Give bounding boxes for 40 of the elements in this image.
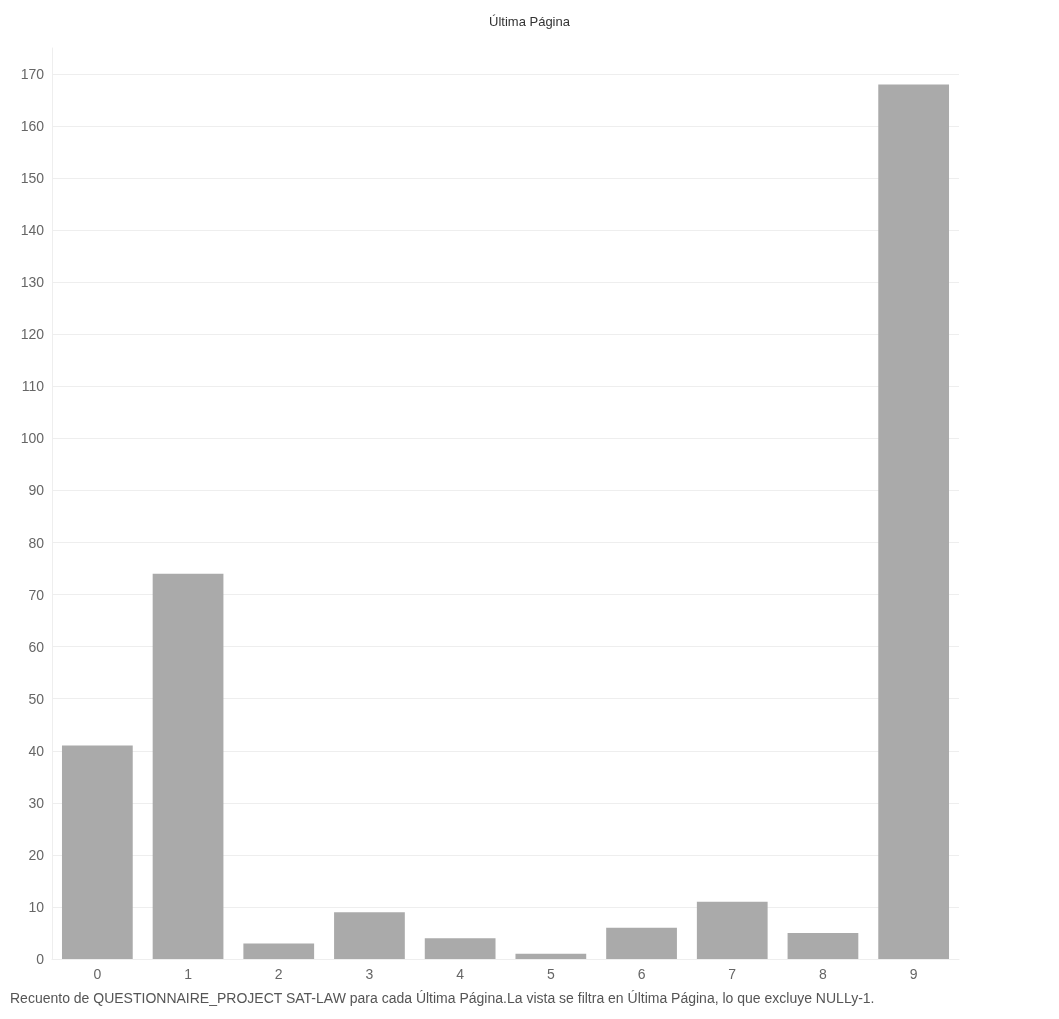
x-tick-label: 2 (274, 966, 283, 982)
y-tick-label: 160 (20, 118, 45, 135)
y-tick-label: 40 (28, 742, 45, 759)
y-tick-label: 80 (28, 534, 45, 551)
bar (334, 912, 405, 959)
y-tick-label: 130 (20, 274, 45, 291)
y-tick-label: 20 (28, 846, 45, 863)
x-tick-label: 4 (456, 966, 465, 982)
x-tick-label: 0 (93, 966, 102, 982)
y-tick-label: 140 (20, 222, 45, 239)
x-tick-label: 5 (546, 966, 555, 982)
bar (243, 943, 315, 959)
y-tick-label: 170 (20, 66, 45, 83)
y-tick-label: 90 (28, 482, 45, 499)
bar (606, 927, 677, 959)
x-tick-label: 3 (365, 966, 374, 982)
y-tick-label: 150 (20, 170, 45, 187)
text: Recuento de QUESTIONNAIRE_PROJECT SAT-LAW para cada Última Página.La vista se filtra en Última Página, lo que excluye NULLy-1. (10, 990, 875, 1006)
x-tick-label: 9 (909, 966, 918, 982)
y-tick-label: 120 (20, 326, 45, 343)
y-tick-label: 50 (28, 690, 45, 707)
y-tick-label: 70 (28, 586, 45, 603)
y-tick-label: 10 (28, 898, 45, 915)
bar (515, 953, 587, 959)
chart-title: Última Página (489, 14, 571, 29)
y-tick-label: 60 (28, 638, 45, 655)
y-tick-label: 0 (36, 951, 45, 967)
x-tick-label: 7 (728, 966, 737, 982)
bar (424, 938, 496, 959)
bar (152, 573, 224, 959)
bar (787, 932, 859, 959)
bar (61, 745, 133, 959)
y-tick-label: 30 (28, 794, 45, 811)
bar (696, 901, 768, 959)
y-tick-label: 100 (20, 430, 45, 447)
bar (878, 84, 950, 959)
y-tick-label: 110 (21, 378, 45, 395)
x-tick-label: 6 (637, 966, 646, 982)
x-tick-label: 8 (819, 966, 828, 982)
x-tick-label: 1 (184, 966, 193, 982)
